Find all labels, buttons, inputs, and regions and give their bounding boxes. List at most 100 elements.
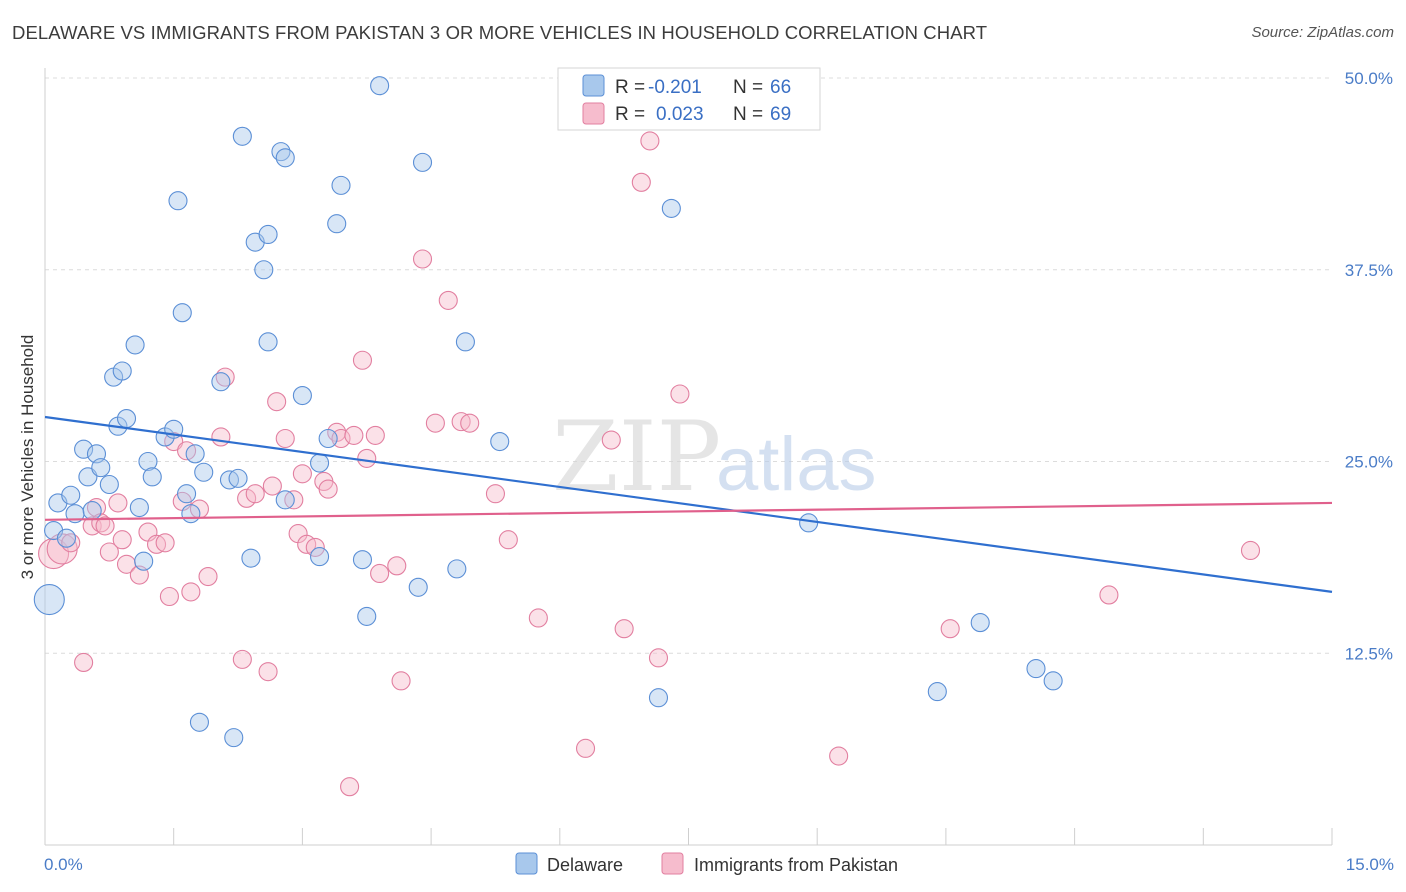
delaware-point-29 bbox=[189, 712, 209, 732]
delaware-point-59 bbox=[799, 513, 819, 533]
delaware-point-4 bbox=[61, 485, 81, 505]
pakistan-point-25 bbox=[232, 649, 252, 669]
delaware-point-32 bbox=[224, 728, 244, 748]
delaware-point-46 bbox=[318, 428, 338, 449]
bottom-legend-delaware: Delaware bbox=[547, 855, 623, 875]
source-credit: Source: ZipAtlas.com bbox=[1251, 24, 1394, 41]
delaware-point-17 bbox=[129, 497, 149, 518]
legend-n-value-delaware: 66 bbox=[770, 77, 791, 98]
pakistan-point-63 bbox=[631, 172, 651, 192]
legend-r-value-pakistan: 0.023 bbox=[656, 104, 704, 125]
delaware-point-16 bbox=[112, 361, 132, 381]
delaware-point-23 bbox=[168, 191, 188, 211]
pakistan-point-65 bbox=[940, 619, 960, 639]
pakistan-point-66 bbox=[1099, 585, 1119, 605]
pakistan-point-59 bbox=[614, 619, 634, 639]
legend-n-label-1: N = bbox=[733, 77, 763, 98]
delaware-point-7 bbox=[78, 467, 98, 487]
pakistan-point-9 bbox=[108, 493, 128, 513]
delaware-point-10 bbox=[91, 458, 111, 478]
delaware-point-3 bbox=[56, 528, 76, 548]
delaware-point-45 bbox=[310, 547, 330, 567]
y-tick-labels: 12.5% 25.0% 37.5% 50.0% bbox=[1345, 69, 1393, 663]
delaware-point-33 bbox=[228, 468, 248, 488]
delaware-point-62 bbox=[1026, 659, 1046, 679]
pakistan-point-64 bbox=[829, 746, 849, 766]
delaware-point-20 bbox=[142, 467, 162, 487]
delaware-point-49 bbox=[352, 550, 373, 570]
delaware-point-35 bbox=[241, 548, 261, 568]
series-legend: Delaware Immigrants from Pakistan bbox=[515, 852, 898, 875]
pakistan-point-46 bbox=[370, 563, 390, 584]
pakistan-point-30 bbox=[267, 392, 287, 412]
delaware-point-41 bbox=[275, 148, 295, 168]
pakistan-point-53 bbox=[460, 413, 480, 433]
legend-swatch-pakistan bbox=[582, 102, 605, 125]
y-tick-label-1: 25.0% bbox=[1345, 453, 1393, 472]
y-axis-label: 3 or more Vehicles in Household bbox=[18, 335, 37, 580]
delaware-point-38 bbox=[258, 224, 278, 245]
delaware-point-50 bbox=[357, 606, 377, 626]
pakistan-point-44 bbox=[357, 448, 377, 468]
delaware-point-60 bbox=[927, 682, 947, 702]
pakistan-point-49 bbox=[412, 249, 433, 269]
legend-r-label-1: R = bbox=[615, 77, 645, 98]
bottom-legend-swatch-pakistan bbox=[661, 852, 684, 875]
legend-n-value-pakistan: 69 bbox=[770, 104, 791, 125]
delaware-point-27 bbox=[185, 444, 205, 464]
pakistan-point-54 bbox=[485, 484, 506, 504]
pakistan-trend-line bbox=[44, 501, 1333, 521]
watermark: ZIP atlas bbox=[552, 401, 877, 513]
series-delaware-points-front bbox=[33, 76, 1063, 748]
legend-n-label-2: N = bbox=[733, 104, 763, 125]
delaware-point-56 bbox=[490, 432, 510, 452]
stats-legend: R = -0.201 N = 66 R = 0.023 N = 69 bbox=[557, 67, 821, 131]
y-tick-label-3: 50.0% bbox=[1345, 69, 1393, 88]
pakistan-point-48 bbox=[391, 671, 411, 691]
pakistan-point-61 bbox=[648, 648, 669, 668]
legend-swatch-delaware bbox=[582, 74, 605, 97]
pakistan-point-38 bbox=[318, 479, 338, 499]
pakistan-point-41 bbox=[340, 777, 360, 797]
legend-r-value-delaware: -0.201 bbox=[648, 77, 702, 98]
pakistan-point-36 bbox=[305, 537, 325, 557]
bottom-legend-pakistan: Immigrants from Pakistan bbox=[694, 855, 898, 875]
pakistan-point-56 bbox=[528, 608, 548, 628]
bottom-legend-swatch-delaware bbox=[515, 852, 538, 875]
x-tick-marks bbox=[44, 828, 1333, 845]
delaware-point-52 bbox=[408, 577, 428, 597]
delaware-point-24 bbox=[172, 303, 192, 323]
pakistan-point-45 bbox=[365, 425, 385, 445]
delaware-point-0 bbox=[33, 584, 65, 616]
delaware-point-55 bbox=[455, 332, 475, 352]
pakistan-point-67 bbox=[1240, 540, 1261, 561]
delaware-point-6 bbox=[74, 439, 94, 459]
delaware-point-37 bbox=[254, 260, 274, 280]
delaware-point-30 bbox=[211, 372, 231, 392]
delaware-point-25 bbox=[177, 484, 197, 504]
pakistan-point-57 bbox=[575, 738, 596, 758]
watermark-atlas: atlas bbox=[716, 422, 877, 507]
pakistan-point-31 bbox=[275, 428, 295, 449]
pakistan-point-51 bbox=[438, 290, 458, 310]
pakistan-point-43 bbox=[352, 350, 373, 370]
delaware-point-39 bbox=[258, 332, 278, 352]
pakistan-point-29 bbox=[262, 476, 282, 496]
delaware-point-13 bbox=[116, 408, 137, 429]
pakistan-point-7 bbox=[95, 516, 115, 536]
pakistan-point-50 bbox=[425, 413, 445, 433]
delaware-point-42 bbox=[275, 490, 295, 510]
pakistan-point-34 bbox=[292, 464, 312, 484]
pakistan-point-22 bbox=[198, 566, 218, 587]
pakistan-point-16 bbox=[159, 586, 179, 607]
pakistan-point-47 bbox=[387, 556, 407, 576]
delaware-point-48 bbox=[331, 175, 351, 195]
delaware-point-18 bbox=[134, 551, 154, 571]
delaware-point-11 bbox=[99, 474, 119, 495]
trend-lines bbox=[44, 415, 1333, 593]
delaware-point-57 bbox=[661, 198, 681, 218]
delaware-trend-line bbox=[44, 415, 1333, 593]
delaware-point-61 bbox=[970, 613, 990, 633]
delaware-point-26 bbox=[181, 504, 201, 524]
pakistan-point-55 bbox=[498, 530, 518, 550]
